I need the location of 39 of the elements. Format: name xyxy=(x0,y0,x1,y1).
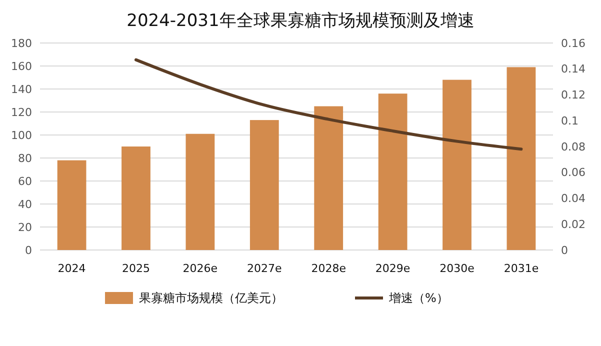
bar xyxy=(506,67,536,250)
bar xyxy=(314,106,344,250)
x-tick-label: 2026e xyxy=(182,262,218,275)
y2-tick-label: 0 xyxy=(561,244,568,257)
y-tick-label: 0 xyxy=(25,244,32,257)
bar xyxy=(442,80,472,250)
y2-tick-label: 0.08 xyxy=(561,140,586,154)
x-tick-label: 2031e xyxy=(504,262,539,275)
y-tick-label: 80 xyxy=(18,152,32,165)
bar xyxy=(250,120,279,250)
y2-tick-label: 0.1 xyxy=(561,114,578,128)
legend-label: 果寡糖市场规模（亿美元） xyxy=(139,291,283,306)
legend-label: 增速（%） xyxy=(388,291,448,306)
bar xyxy=(57,160,86,250)
y-tick-label: 40 xyxy=(18,198,32,211)
y-tick-label: 20 xyxy=(18,220,32,234)
y-tick-label: 180 xyxy=(11,36,32,50)
x-tick-label: 2028e xyxy=(311,262,346,275)
bar xyxy=(122,146,150,250)
y2-tick-label: 0.02 xyxy=(561,218,586,231)
x-tick-label: 2029e xyxy=(375,262,410,275)
line-series xyxy=(134,58,523,151)
x-tick-label: 2030e xyxy=(440,262,475,275)
x-tick-label: 2024 xyxy=(58,262,86,275)
y-tick-label: 140 xyxy=(11,82,32,96)
y-tick-label: 160 xyxy=(11,60,32,73)
y2-tick-label: 0.04 xyxy=(561,192,586,206)
bar xyxy=(378,94,408,250)
y-tick-label: 100 xyxy=(11,128,32,142)
y2-tick-label: 0.14 xyxy=(561,62,586,76)
x-tick-label: 2025 xyxy=(122,262,150,275)
y-tick-label: 60 xyxy=(18,174,32,188)
chart-title: 2024-2031年全球果寡糖市场规模预测及增速 xyxy=(126,11,474,31)
y-tick-label: 120 xyxy=(11,106,32,119)
y2-tick-label: 0.06 xyxy=(561,166,586,180)
bar xyxy=(186,134,215,250)
y2-tick-label: 0.16 xyxy=(561,36,586,50)
y2-tick-label: 0.12 xyxy=(561,88,586,102)
x-tick-label: 2027e xyxy=(247,262,282,275)
